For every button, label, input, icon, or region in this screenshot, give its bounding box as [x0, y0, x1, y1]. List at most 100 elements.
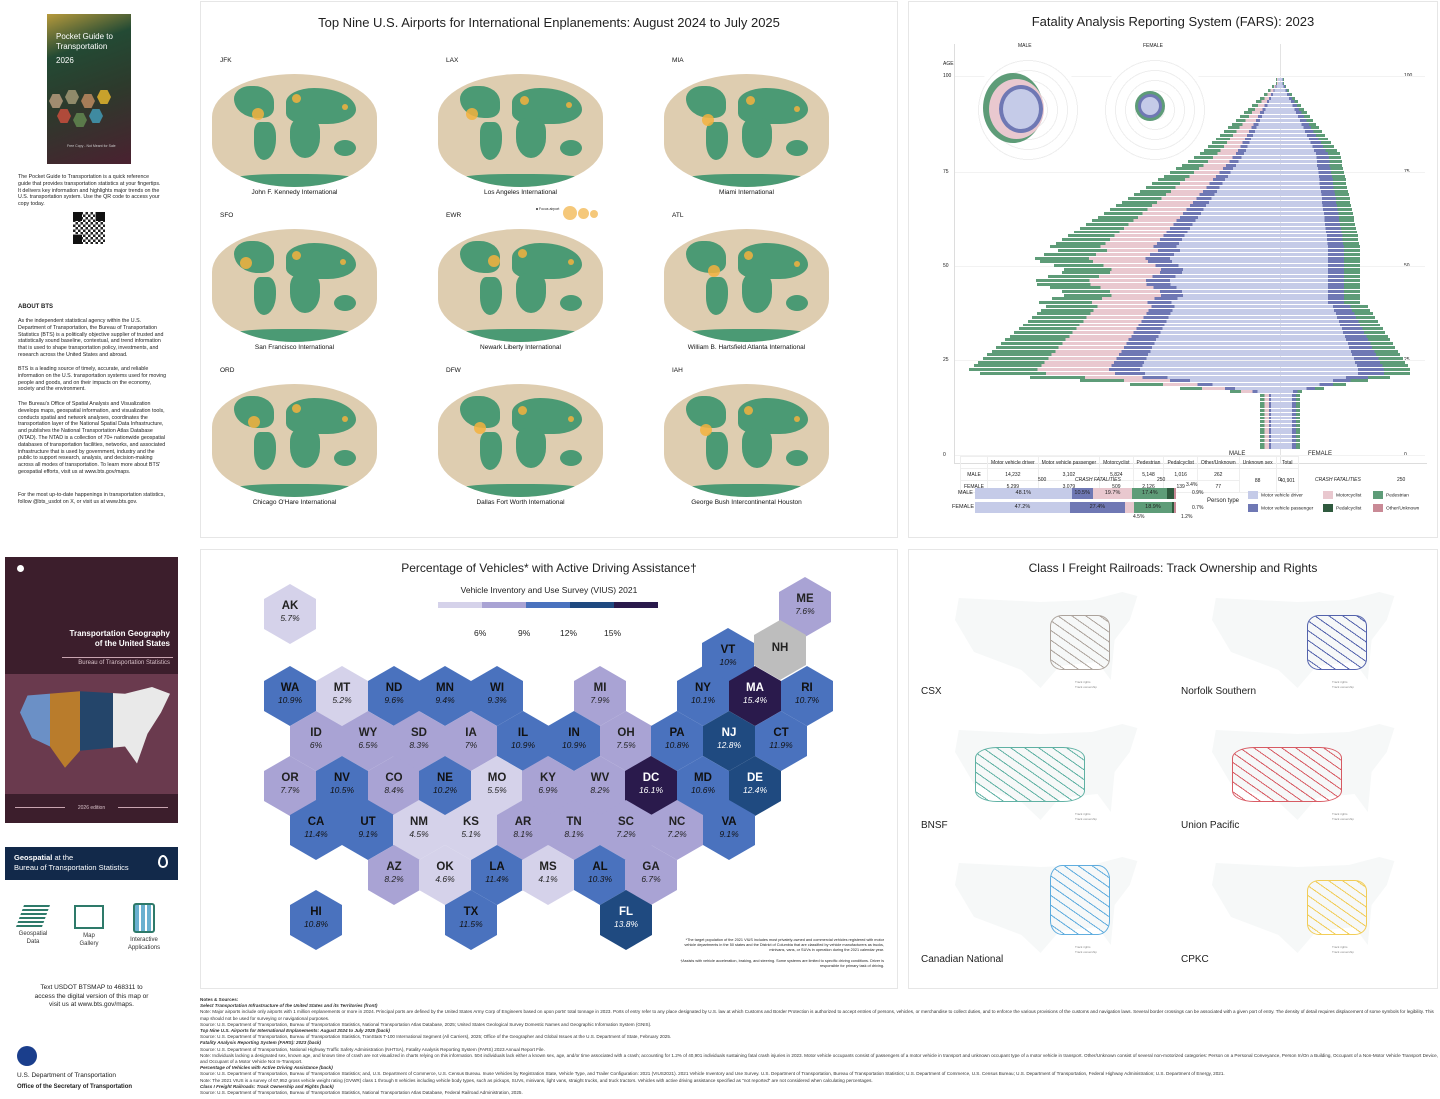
state-hex-ct[interactable]: CT 11.9%: [755, 711, 807, 771]
state-hex-ny[interactable]: NY 10.1%: [677, 666, 729, 726]
pyramid-female-label: FEMALE: [1308, 451, 1333, 457]
airport-world-map[interactable]: [212, 229, 377, 342]
x-tick: 250: [1157, 477, 1166, 483]
age-axis-label: AGE: [943, 61, 954, 67]
airport-code: LAX: [446, 57, 459, 64]
adas-footnote-1: *The target population of the 2021 VIUS …: [684, 938, 884, 952]
state-hex-al[interactable]: AL 10.3%: [574, 845, 626, 905]
adas-footnote-2: †Assists with vehicle acceleration, brak…: [680, 959, 884, 968]
share-pct: 0.7%: [1192, 505, 1204, 511]
about-paragraph-1: As the independent statistical agency wi…: [18, 318, 164, 358]
adas-title: Percentage of Vehicles* with Active Driv…: [401, 561, 697, 575]
airport-name: William B. Hartsfield Atlanta Internatio…: [687, 344, 806, 351]
share-pct: 3.4%: [1186, 482, 1198, 488]
share-pct: 4.5%: [1133, 514, 1145, 520]
state-hex-nj[interactable]: NJ 12.8%: [703, 711, 755, 771]
geospatial-banner[interactable]: Geospatial at the Bureau of Transportati…: [5, 847, 178, 880]
pyramid-male-label: MALE: [1229, 451, 1246, 457]
age-tick: 50: [943, 263, 949, 269]
qr-code[interactable]: [73, 212, 105, 244]
person-type-legend: Motor vehicle driver Motorcyclist Pedestri…: [1248, 491, 1438, 512]
pocket-guide-cover-footer: Free Copy - Not Meant for Sale: [67, 144, 116, 148]
tablet-icon: [133, 903, 155, 933]
about-paragraph-2: BTS is a leading source of timely, accur…: [18, 366, 167, 393]
share-pct: 1.2%: [1181, 514, 1193, 520]
age-tick: 25: [943, 357, 949, 363]
share-bar-female: 47.2% 27.4% 18.9%: [975, 502, 1176, 513]
about-paragraph-4: For the most up-to-date happenings in tr…: [18, 492, 165, 505]
rail-map[interactable]: Track rights Track ownership: [955, 585, 1155, 695]
age-tick: 75: [943, 169, 949, 175]
share-bar-male: 48.1% 10.5% 19.7% 17.4%: [975, 488, 1176, 499]
state-hex-ma[interactable]: MA 15.4%: [729, 666, 781, 726]
airport-world-map[interactable]: [664, 74, 829, 187]
geography-cover-title: Transportation Geography of the United S…: [69, 629, 170, 648]
state-hex-ri[interactable]: RI 10.7%: [781, 666, 833, 726]
radial-chart-female: [1100, 55, 1210, 165]
railroad-name: Union Pacific: [1181, 820, 1240, 831]
airport-world-map[interactable]: [664, 384, 829, 497]
photo-hex: [73, 113, 87, 127]
airport-name: Dallas Fort Worth International: [476, 499, 565, 506]
map-gallery-link[interactable]: Map Gallery: [68, 905, 110, 948]
photo-hex: [49, 94, 63, 108]
scale-tick: 12%: [560, 628, 578, 638]
airport-world-map[interactable]: [438, 74, 603, 187]
interactive-applications-link[interactable]: Interactive Applications: [120, 903, 168, 952]
pocket-guide-cover[interactable]: Pocket Guide to Transportation 2026 Free…: [47, 14, 131, 164]
state-hex-in[interactable]: IN 10.9%: [548, 711, 600, 771]
airport-code: MIA: [672, 57, 684, 64]
rail-map[interactable]: Track rights Track ownership: [1212, 585, 1412, 695]
airport-code: ATL: [672, 212, 684, 219]
location-pin-icon: [158, 855, 168, 868]
ost-name: Office of the Secretary of Transportatio…: [17, 1084, 133, 1090]
airport-world-map[interactable]: [212, 384, 377, 497]
airport-world-map[interactable]: [212, 74, 377, 187]
bubble-size-legend: [563, 206, 598, 220]
railroad-name: Norfolk Southern: [1181, 686, 1257, 697]
x-axis-label: CRASH FATALITIES: [1075, 477, 1121, 483]
about-heading: ABOUT BTS: [18, 304, 53, 310]
railroad-name: Canadian National: [921, 954, 1004, 965]
usdot-logo-icon: [17, 1046, 37, 1066]
airport-code: ORD: [220, 367, 235, 374]
airport-name: Newark Liberty International: [480, 344, 561, 351]
airport-code: DFW: [446, 367, 461, 374]
geospatial-data-link[interactable]: Geospatial Data: [12, 905, 54, 946]
airport-code: SFO: [220, 212, 234, 219]
state-hex-nh[interactable]: NH: [754, 620, 806, 680]
legend-item: Motorcyclist: [1323, 491, 1373, 499]
pocket-guide-cover-title: Pocket Guide to Transportation: [56, 32, 113, 51]
text-to-access-instructions: Text USDOT BTSMAP to 468311 to access th…: [34, 984, 149, 1008]
share-bar-female-label: FEMALE: [952, 504, 975, 510]
airport-code: EWR: [446, 212, 462, 219]
airport-world-map[interactable]: [438, 384, 603, 497]
state-hex-mi[interactable]: MI 7.9%: [574, 666, 626, 726]
state-hex-tn[interactable]: TN 8.1%: [548, 800, 600, 860]
airport-world-map[interactable]: [664, 229, 829, 342]
x-tick: 500: [1038, 477, 1047, 483]
legend-item: Other/Unknown: [1373, 504, 1428, 512]
state-hex-fl[interactable]: FL 13.8%: [600, 890, 652, 950]
rail-title: Class I Freight Railroads: Track Ownersh…: [1028, 561, 1318, 575]
framed-map-icon: [74, 905, 104, 929]
pocket-guide-cover-year: 2026: [56, 56, 74, 65]
airport-world-map[interactable]: [438, 229, 603, 342]
rail-map[interactable]: Track rights Track ownership: [955, 850, 1155, 960]
state-hex-va[interactable]: VA 9.1%: [703, 800, 755, 860]
railroad-name: CPKC: [1181, 954, 1209, 965]
state-hex-ms[interactable]: MS 4.1%: [522, 845, 574, 905]
rail-map[interactable]: Track rights Track ownership: [1212, 717, 1412, 827]
adas-subtitle: Vehicle Inventory and Use Survey (VIUS) …: [460, 585, 638, 595]
state-hex-nc[interactable]: NC 7.2%: [651, 800, 703, 860]
geography-cover[interactable]: Transportation Geography of the United S…: [5, 557, 178, 823]
rail-map[interactable]: Track rights Track ownership: [1212, 850, 1412, 960]
rail-map[interactable]: Track rights Track ownership: [955, 717, 1155, 827]
photo-hex: [65, 90, 79, 104]
photo-hex: [81, 94, 95, 108]
adas-color-scale: [438, 602, 658, 608]
state-hex-pa[interactable]: PA 10.8%: [651, 711, 703, 771]
photo-hex: [57, 109, 71, 123]
layers-icon: [15, 905, 51, 927]
radial-female-label: FEMALE: [1143, 43, 1164, 49]
